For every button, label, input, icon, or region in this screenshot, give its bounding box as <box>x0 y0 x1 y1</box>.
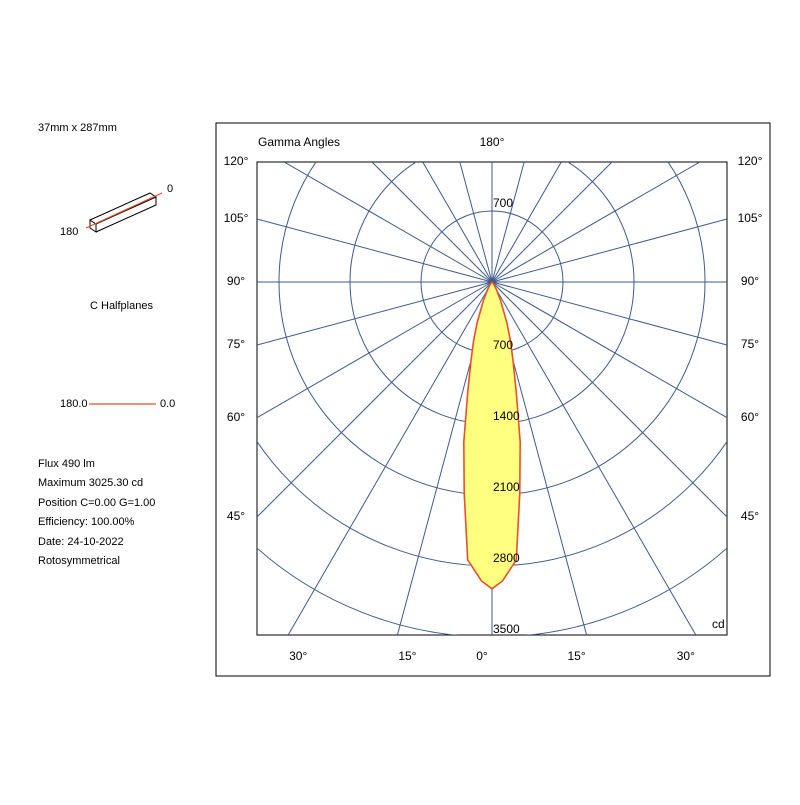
ray <box>257 281 493 419</box>
size: 37mm x 287mm <box>38 122 117 134</box>
ray <box>491 281 727 518</box>
ray <box>287 281 493 635</box>
gamma-label: 0° <box>476 649 488 663</box>
chart-title: Gamma Angles <box>258 135 340 149</box>
ring-label: 2800 <box>493 551 520 565</box>
ray <box>491 162 613 283</box>
gamma-label: 75° <box>741 337 759 351</box>
gamma-label: 15° <box>398 649 416 663</box>
ring-label: 3500 <box>493 622 520 636</box>
c180-label: 180 <box>60 226 78 238</box>
gamma-label: 45° <box>741 509 759 523</box>
gamma-label: 60° <box>741 410 759 424</box>
ray <box>257 281 493 518</box>
ray <box>491 218 727 283</box>
gamma-label: 45° <box>227 509 245 523</box>
ray <box>491 281 727 419</box>
ray <box>371 162 493 283</box>
ray <box>491 162 562 283</box>
gamma-label: 30° <box>289 649 307 663</box>
ray <box>257 281 493 346</box>
grid <box>257 162 727 635</box>
info-line: Maximum 3025.30 cd <box>38 477 143 489</box>
ray <box>491 162 525 283</box>
info-line: Position C=0.00 G=1.00 <box>38 497 155 509</box>
ring-label: 700 <box>493 338 513 352</box>
ray <box>459 162 493 283</box>
ray <box>491 281 727 346</box>
ring-label: 2100 <box>493 480 520 494</box>
gamma-label: 90° <box>741 274 759 288</box>
unit: cd <box>712 617 725 631</box>
c-plane-line <box>85 192 163 229</box>
legend-left: 180.0 <box>60 398 88 410</box>
luminaire-icon <box>88 192 158 233</box>
ray <box>422 162 493 283</box>
info-line: Date: 24-10-2022 <box>38 536 124 548</box>
legend-right: 0.0 <box>160 398 175 410</box>
c0-label: 0 <box>167 183 173 195</box>
ray <box>257 218 493 283</box>
ring-label: 1400 <box>493 409 520 423</box>
gamma-label: 75° <box>227 337 245 351</box>
ray <box>283 162 493 283</box>
ring-label: 700 <box>493 196 513 210</box>
halfplanes: C Halfplanes <box>90 300 153 312</box>
ray <box>491 162 701 283</box>
gamma-label: 30° <box>677 649 695 663</box>
info-line: Rotosymmetrical <box>38 555 120 567</box>
gamma-label: 120° <box>224 154 249 168</box>
marks <box>463 281 521 590</box>
gamma-label: 120° <box>738 154 763 168</box>
ray <box>491 281 697 635</box>
beam-fill <box>463 282 492 589</box>
info-panel: 37mm x 287mm 0 180 C Halfplanes 180.0 0.… <box>38 122 175 567</box>
gamma-label: 60° <box>227 410 245 424</box>
gamma-label: 180° <box>480 135 505 149</box>
beam-curve <box>491 281 521 590</box>
info-line: Flux 490 lm <box>38 458 95 470</box>
gamma-label: 105° <box>224 211 249 225</box>
gamma-label: 15° <box>568 649 586 663</box>
gamma-label: 105° <box>738 211 763 225</box>
info-line: Efficiency: 100.00% <box>38 516 135 528</box>
frame <box>215 122 771 677</box>
beam-fill <box>492 282 521 589</box>
gamma-label: 90° <box>227 274 245 288</box>
beam-curve <box>463 281 493 590</box>
